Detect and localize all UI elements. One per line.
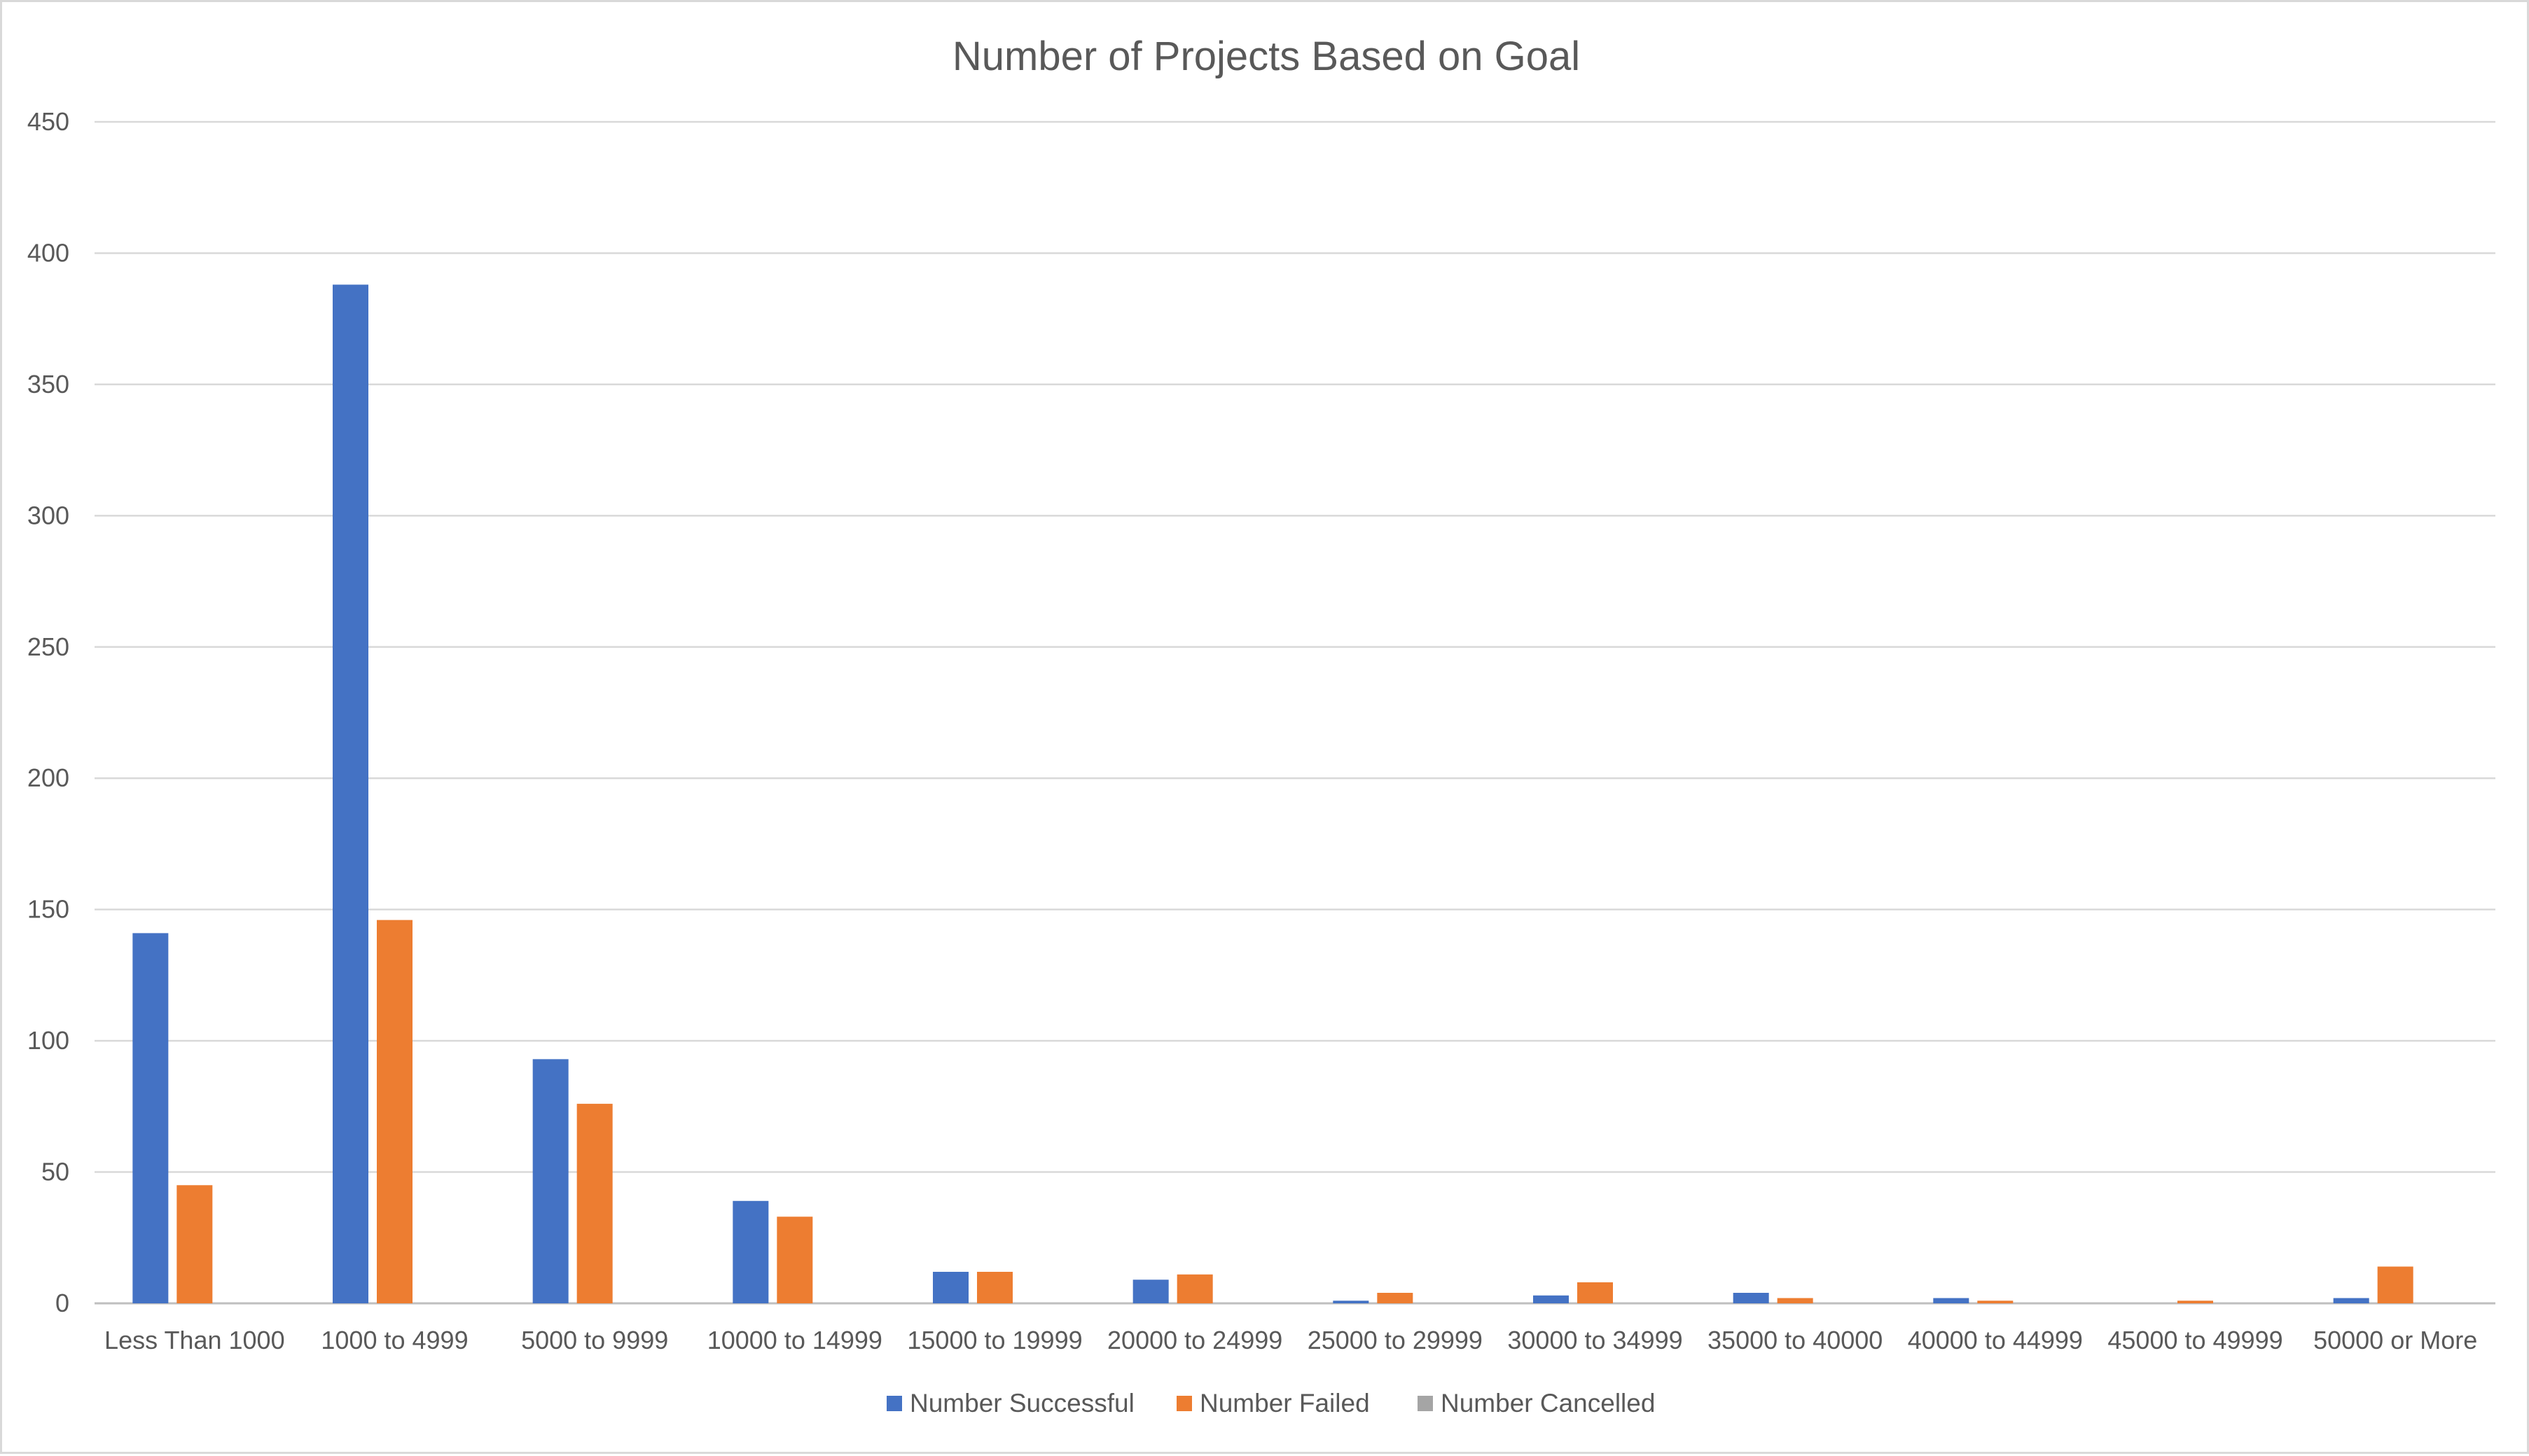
bar-number-failed [1777,1298,1813,1303]
bar-number-successful [333,284,368,1303]
bar-number-successful [1132,1280,1169,1303]
legend-label: Number Failed [1200,1389,1370,1417]
y-tick-label: 150 [27,895,69,924]
bar-number-failed [1577,1282,1613,1303]
legend-swatch [1177,1396,1192,1411]
y-tick-label: 250 [27,632,69,661]
bar-number-successful [1533,1295,1569,1303]
bar-number-successful [132,933,169,1303]
y-tick-label: 450 [27,107,69,136]
legend-label: Number Successful [910,1389,1135,1417]
y-tick-label: 200 [27,763,69,792]
y-tick-label: 50 [41,1158,69,1186]
bar-number-failed [1177,1274,1213,1303]
x-tick-label: 15000 to 19999 [907,1326,1082,1354]
x-tick-label: Less Than 1000 [104,1326,285,1354]
bar-number-failed [1377,1293,1413,1303]
y-axis-ticks: 0 50 100 150 200 250 300 350 400 450 [27,107,69,1317]
x-tick-label: 30000 to 34999 [1507,1326,1682,1354]
legend-swatch [887,1396,902,1411]
bar-number-failed [576,1104,613,1303]
x-tick-label: 20000 to 24999 [1107,1326,1282,1354]
legend-label: Number Cancelled [1441,1389,1655,1417]
bar-number-successful [1333,1301,1369,1303]
bar-number-successful [1933,1298,1969,1303]
y-tick-label: 100 [27,1026,69,1055]
x-tick-label: 5000 to 9999 [521,1326,668,1354]
bar-number-failed [977,1272,1013,1303]
x-tick-label: 40000 to 44999 [1908,1326,2083,1354]
gridlines [95,120,2495,1305]
bar-number-successful [933,1272,969,1303]
y-tick-label: 300 [27,501,69,529]
x-tick-label: 10000 to 14999 [707,1326,882,1354]
legend-swatch [1418,1396,1433,1411]
bar-number-successful [1733,1293,1769,1303]
y-tick-label: 350 [27,370,69,398]
bar-number-failed [377,920,413,1303]
x-axis-ticks: Less Than 1000 1000 to 4999 5000 to 9999 10… [104,1326,2477,1354]
bar-number-failed [2177,1301,2213,1303]
bar-number-successful [532,1059,569,1303]
bar-number-successful [733,1200,769,1303]
legend: Number Successful Number Failed Number Can… [887,1389,1655,1417]
x-tick-label: 1000 to 4999 [321,1326,468,1354]
x-tick-label: 25000 to 29999 [1308,1326,1483,1354]
y-tick-label: 400 [27,238,69,267]
bar-number-failed [777,1216,813,1303]
x-tick-label: 35000 to 40000 [1707,1326,1883,1354]
chart-title: Number of Projects Based on Goal [952,34,1580,79]
bar-number-failed [1977,1301,2014,1303]
y-tick-label: 0 [55,1289,69,1317]
bar-number-failed [2377,1266,2413,1303]
x-tick-label: 50000 or More [2313,1326,2477,1354]
bar-number-successful [2333,1298,2369,1303]
x-tick-label: 45000 to 49999 [2107,1326,2282,1354]
bar-number-failed [176,1185,213,1303]
bars [132,284,2413,1303]
